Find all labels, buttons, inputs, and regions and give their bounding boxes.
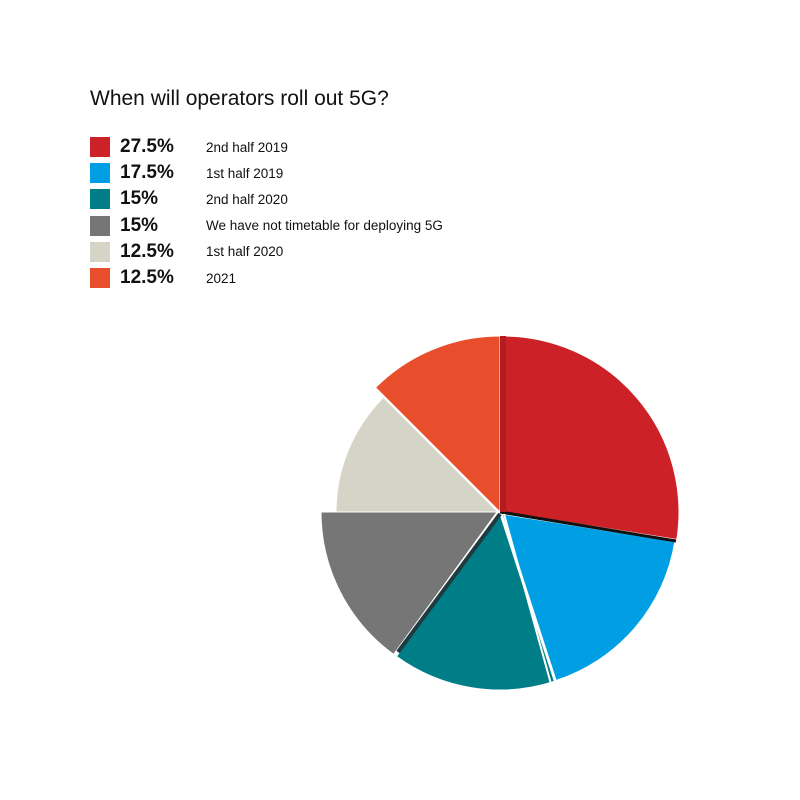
chart-title: When will operators roll out 5G?	[90, 87, 389, 110]
pie-slices	[320, 335, 680, 691]
legend-value: 17.5%	[120, 162, 174, 184]
slice-edge-accent	[499, 510, 677, 543]
legend-swatch	[90, 163, 110, 184]
pie-slice-1st-half-2019	[501, 513, 676, 682]
legend-swatch	[90, 137, 110, 158]
pie-slice-1st-half-2020	[335, 396, 500, 513]
legend: 27.5% 2nd half 2019 17.5% 1st half 2019 …	[90, 134, 443, 291]
legend-item-2nd-half-2019: 27.5% 2nd half 2019	[90, 134, 443, 160]
legend-swatch	[90, 241, 110, 262]
pie-slice-we-have-not-timetable-for-deploying-5g	[320, 511, 498, 656]
legend-label: 1st half 2020	[206, 244, 284, 260]
legend-item-2nd-half-2020: 15% 2nd half 2020	[90, 186, 443, 212]
legend-value: 12.5%	[120, 267, 174, 289]
legend-value: 15%	[120, 214, 159, 236]
legend-value: 12.5%	[120, 240, 174, 262]
legend-item-1st-half-2020: 12.5% 1st half 2020	[90, 239, 443, 265]
legend-value: 15%	[120, 188, 159, 210]
legend-label: 1st half 2019	[206, 165, 284, 181]
legend-item-1st-half-2019: 17.5% 1st half 2019	[90, 160, 443, 186]
legend-value: 27.5%	[120, 136, 174, 158]
pie-slice-2nd-half-2019	[502, 335, 680, 541]
legend-item-2021: 12.5% 2021	[90, 265, 443, 291]
legend-swatch	[90, 215, 110, 236]
legend-swatch	[90, 268, 110, 289]
pie-slice-2021	[374, 335, 501, 514]
slice-edge-accent	[396, 512, 502, 654]
legend-item-no-timetable: 15% We have not timetable for deploying …	[90, 213, 443, 239]
pie-slice-2nd-half-2020	[395, 512, 556, 691]
legend-label: 2nd half 2020	[206, 191, 288, 207]
legend-swatch	[90, 189, 110, 210]
legend-label: We have not timetable for deploying 5G	[206, 218, 443, 234]
legend-label: 2021	[206, 270, 237, 286]
legend-label: 2nd half 2019	[206, 139, 288, 155]
slice-edge-accent	[503, 513, 552, 685]
